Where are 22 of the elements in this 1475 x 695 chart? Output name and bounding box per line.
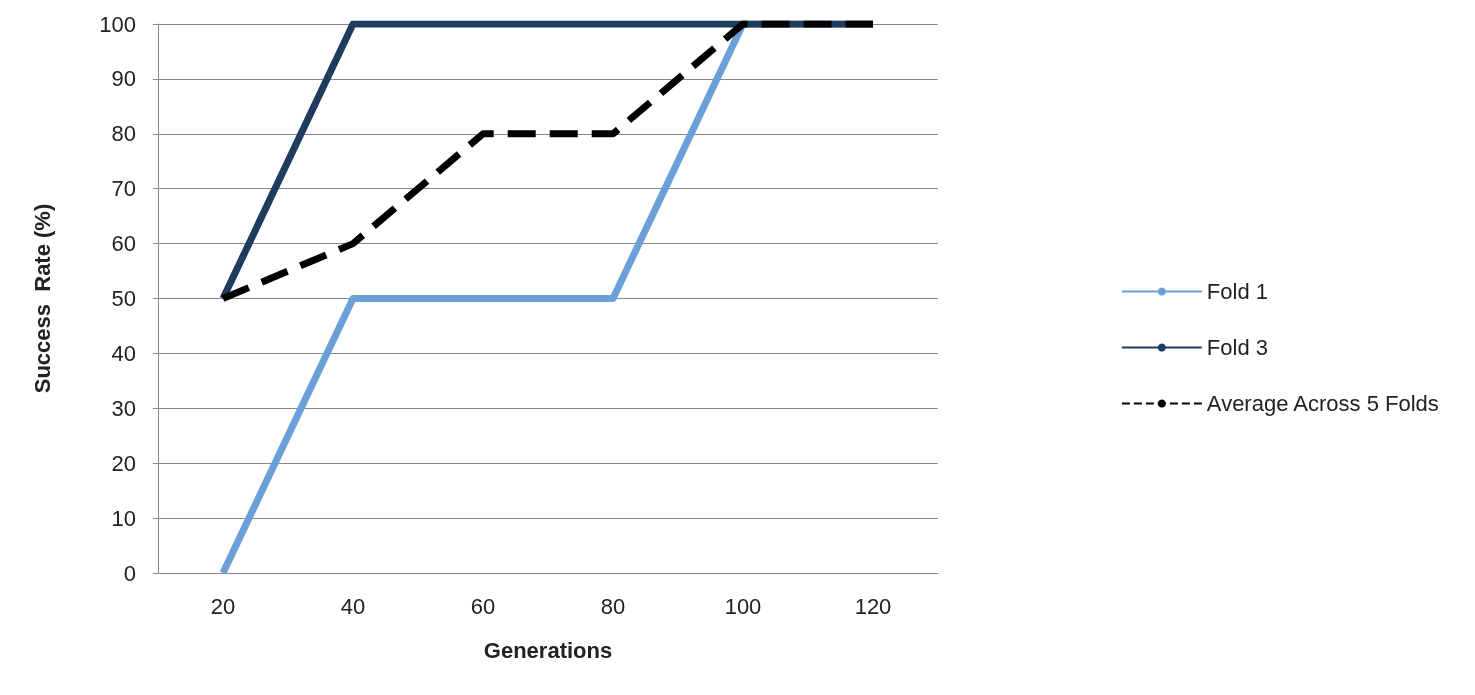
y-axis-title: Success Rate (%) <box>29 203 55 394</box>
y-tick-label: 100 <box>99 11 136 37</box>
y-tick-label: 50 <box>111 286 136 311</box>
x-tick-label: 80 <box>600 593 626 619</box>
y-tick-label: 60 <box>111 231 136 257</box>
y-tick-label: 40 <box>111 340 136 366</box>
x-tick-label: 120 <box>854 593 892 619</box>
y-tick-label: 80 <box>111 121 136 147</box>
x-tick-label: 20 <box>210 593 236 619</box>
x-tick-label: 40 <box>340 593 366 619</box>
y-tick-label: 0 <box>123 560 136 586</box>
y-tick-label: 20 <box>111 450 136 476</box>
x-tick-label: 60 <box>470 593 496 619</box>
x-axis-title: Generations <box>483 637 613 663</box>
legend-label: Average Across 5 Folds <box>1206 391 1439 416</box>
y-tick-label: 30 <box>111 395 136 421</box>
legend-label: Fold 3 <box>1206 335 1269 360</box>
y-tick-label: 90 <box>111 66 136 92</box>
legend-label: Fold 1 <box>1206 279 1269 304</box>
y-tick-label: 10 <box>111 505 136 531</box>
y-tick-label: 70 <box>111 176 136 202</box>
x-tick-label: 100 <box>724 593 762 619</box>
